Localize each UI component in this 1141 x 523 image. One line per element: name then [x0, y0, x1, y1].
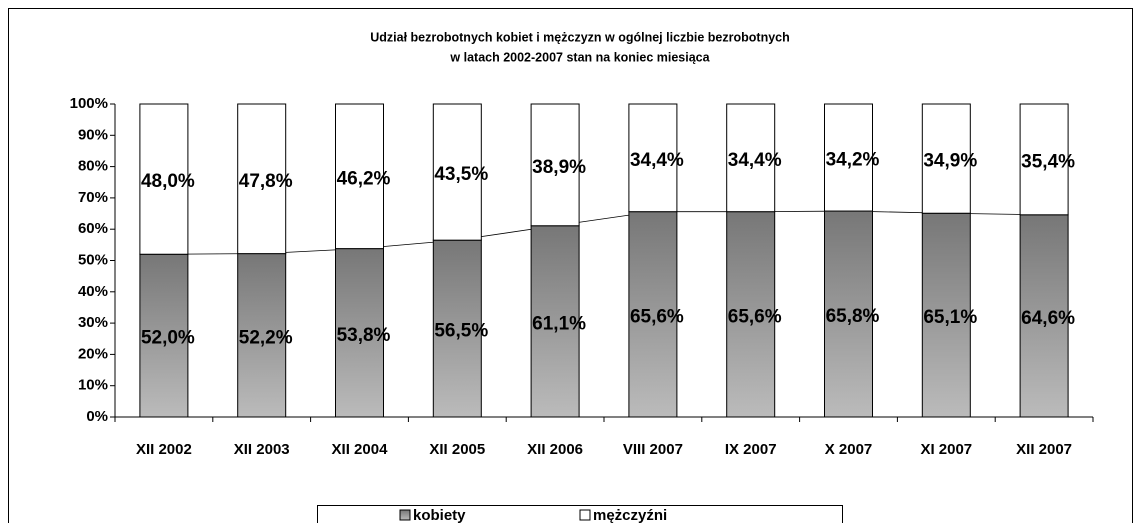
y-tick-label: 100%	[70, 95, 108, 112]
bar-segment	[335, 103, 384, 250]
legend-label: kobiety	[413, 507, 466, 523]
bar-segment	[628, 211, 678, 418]
bar-segment	[432, 239, 482, 418]
value-label: 64,6%	[1021, 308, 1075, 329]
value-label: 65,6%	[630, 306, 684, 327]
value-label: 65,6%	[728, 306, 782, 327]
bar-segment	[139, 103, 189, 255]
x-tick-label: X 2007	[825, 441, 873, 458]
bar-segment	[1019, 103, 1069, 216]
bar-segment	[530, 103, 580, 227]
value-label: 65,1%	[923, 307, 977, 328]
chart-title: Udział bezrobotnych kobiet i mężczyzn w …	[370, 30, 790, 44]
value-label: 34,2%	[826, 150, 880, 171]
bar-segment	[335, 248, 384, 418]
value-label: 56,5%	[434, 321, 488, 342]
value-label: 34,9%	[923, 151, 977, 172]
x-tick-label: XII 2005	[429, 441, 485, 458]
x-tick-label: XII 2003	[234, 441, 290, 458]
y-tick-label: 40%	[78, 283, 108, 300]
bar-segment	[726, 211, 776, 418]
chart-subtitle: w latach 2002-2007 stan na koniec miesią…	[449, 50, 710, 64]
value-label: 35,4%	[1021, 151, 1075, 172]
bar-segment	[530, 225, 580, 418]
bar-segment	[921, 103, 971, 214]
value-label: 65,8%	[826, 306, 880, 327]
value-label: 47,8%	[239, 171, 293, 192]
y-tick-label: 80%	[78, 158, 108, 175]
value-label: 38,9%	[532, 157, 586, 178]
x-tick-label: XII 2004	[332, 441, 389, 458]
value-label: 34,4%	[728, 150, 782, 171]
y-tick-label: 30%	[78, 314, 108, 331]
value-label: 43,5%	[434, 164, 488, 185]
bar-segment	[139, 253, 189, 418]
x-tick-label: IX 2007	[725, 441, 777, 458]
bar-segment	[237, 103, 287, 255]
y-tick-label: 20%	[78, 345, 108, 362]
value-label: 53,8%	[337, 325, 391, 346]
y-tick-label: 10%	[78, 377, 108, 394]
y-tick-label: 90%	[78, 126, 108, 143]
y-tick-label: 70%	[78, 189, 108, 206]
value-label: 34,4%	[630, 150, 684, 171]
value-label: 48,0%	[141, 171, 195, 192]
value-label: 52,0%	[141, 328, 195, 349]
bar-segment	[432, 103, 482, 241]
legend-label: mężczyźni	[593, 507, 667, 523]
bar-segment	[237, 253, 287, 418]
bar-segment	[628, 103, 678, 213]
series-line	[163, 210, 1045, 255]
x-tick-label: XI 2007	[920, 441, 972, 458]
value-label: 52,2%	[239, 327, 293, 348]
y-tick-label: 50%	[78, 251, 108, 268]
legend-swatch	[399, 509, 411, 521]
y-tick-label: 0%	[86, 408, 108, 425]
legend-swatch	[579, 509, 591, 521]
bar-segment	[921, 212, 971, 418]
value-label: 61,1%	[532, 313, 586, 334]
x-tick-label: XII 2002	[136, 441, 192, 458]
x-tick-label: XII 2006	[527, 441, 583, 458]
y-tick-label: 60%	[78, 220, 108, 237]
bar-segment	[1019, 214, 1069, 418]
bar-segment	[824, 103, 873, 212]
bar-segment	[726, 103, 776, 213]
x-tick-label: XII 2007	[1016, 441, 1072, 458]
value-label: 46,2%	[337, 168, 391, 189]
x-tick-label: VIII 2007	[623, 441, 683, 458]
